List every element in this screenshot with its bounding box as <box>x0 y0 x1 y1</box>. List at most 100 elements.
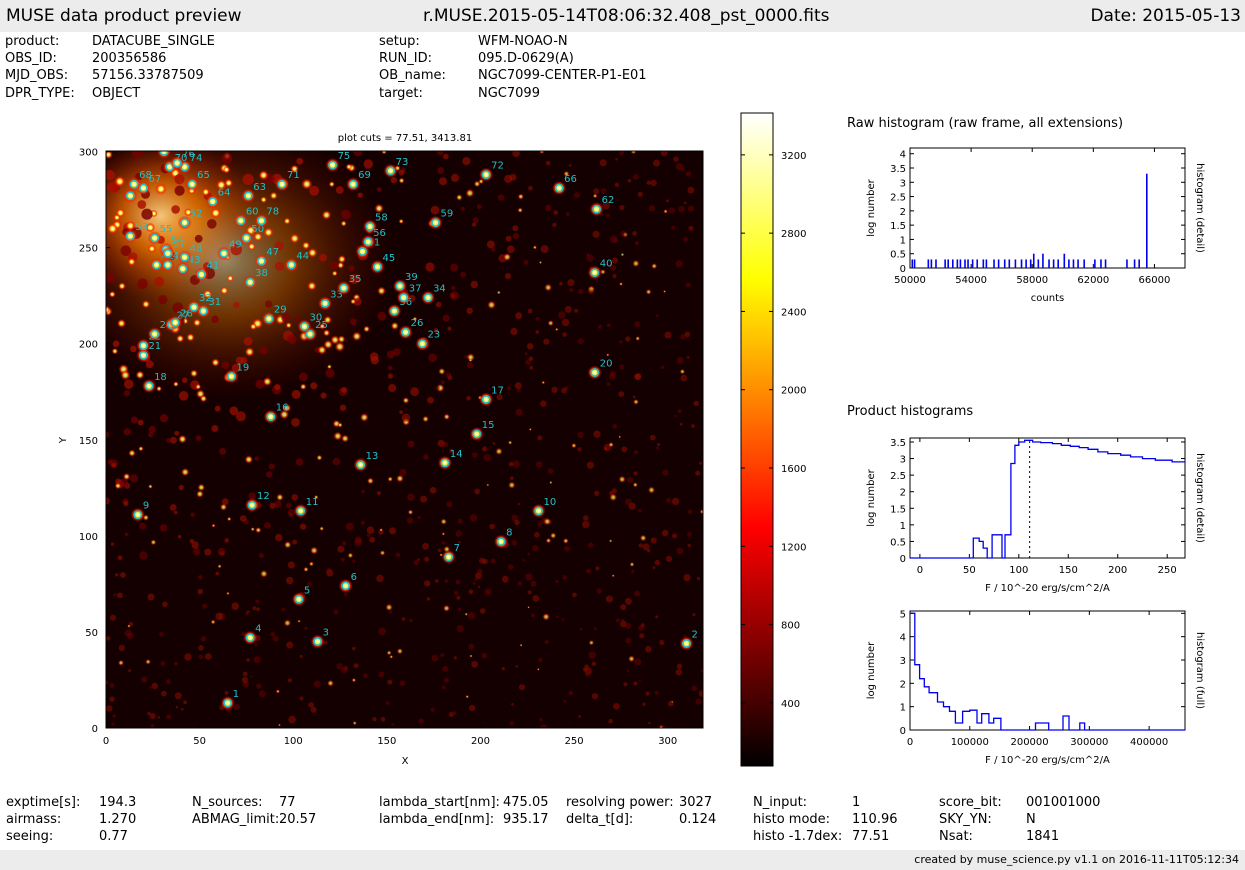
background-star <box>680 374 688 382</box>
background-star <box>594 627 597 630</box>
background-star <box>118 644 126 652</box>
background-star <box>354 538 363 547</box>
right-axis-label: histogram (full) <box>1194 632 1205 709</box>
colorbar-tick-label: 400 <box>781 699 800 710</box>
source-label: 20 <box>600 359 613 370</box>
background-star <box>319 526 324 531</box>
background-star <box>443 604 450 612</box>
y-tick-label: 2 <box>900 488 906 499</box>
background-star <box>472 452 478 458</box>
background-star <box>195 383 202 390</box>
background-star <box>634 241 640 246</box>
background-star <box>452 711 457 715</box>
background-star <box>106 169 115 181</box>
background-star <box>566 212 570 216</box>
y-tick-label: 50 <box>85 628 98 639</box>
background-star <box>274 500 282 509</box>
background-star <box>396 474 404 483</box>
background-star <box>377 311 387 321</box>
background-star <box>292 539 298 545</box>
source-marker <box>341 581 351 591</box>
background-star <box>214 405 221 412</box>
background-star <box>392 348 401 357</box>
background-star <box>627 178 632 183</box>
background-star <box>181 468 190 477</box>
background-star <box>265 300 273 308</box>
background-star <box>655 615 659 619</box>
stat-key: resolving power: <box>566 795 674 810</box>
source-label: 13 <box>366 451 379 462</box>
background-star <box>517 193 524 200</box>
background-star <box>642 543 650 551</box>
background-star <box>407 440 415 448</box>
source-marker <box>481 170 491 180</box>
background-star <box>623 682 628 687</box>
background-star <box>172 302 184 314</box>
source-glow <box>353 457 368 472</box>
background-star <box>217 547 226 556</box>
background-star <box>588 542 594 548</box>
y-axis-label: log number <box>866 468 877 526</box>
background-star <box>501 575 509 583</box>
background-star <box>289 233 300 244</box>
source-marker <box>363 237 373 247</box>
background-star <box>275 689 280 694</box>
meta-value: OBJECT <box>92 86 141 101</box>
source-glow <box>142 378 157 393</box>
source-marker <box>152 260 161 270</box>
background-star <box>272 635 279 642</box>
source-label: 27 <box>177 311 190 322</box>
background-star <box>655 314 659 317</box>
background-star <box>155 183 167 195</box>
meta-value: DATACUBE_SINGLE <box>92 34 215 49</box>
background-star <box>635 373 642 380</box>
background-star <box>231 602 239 610</box>
source-marker <box>277 179 287 189</box>
background-star <box>336 663 343 670</box>
colorbar-tick-label: 2000 <box>781 386 806 397</box>
background-star <box>422 542 429 550</box>
background-star <box>137 278 148 290</box>
x-tick-label: 66000 <box>1139 275 1171 286</box>
background-star <box>465 695 469 699</box>
meta-value: 095.D-0629(A) <box>478 51 574 66</box>
background-star <box>379 528 383 532</box>
background-star <box>633 174 639 180</box>
background-star <box>255 599 260 604</box>
x-axis-label: F / 10^-20 erg/s/cm^2/A <box>985 583 1110 594</box>
background-star <box>638 543 643 548</box>
background-star <box>233 301 240 309</box>
background-star <box>395 552 401 558</box>
background-star <box>254 643 258 647</box>
background-star <box>352 559 356 563</box>
background-star <box>483 454 491 462</box>
background-star <box>444 579 449 583</box>
source-glow <box>398 325 413 340</box>
background-star <box>290 164 299 174</box>
background-star <box>588 640 595 646</box>
source-glow <box>123 188 138 203</box>
background-star <box>535 330 539 334</box>
background-star <box>130 416 138 424</box>
background-star <box>569 287 574 293</box>
background-star <box>363 673 368 679</box>
background-star <box>609 264 617 271</box>
background-star <box>330 335 340 345</box>
background-star <box>425 262 435 272</box>
source-marker <box>389 306 399 316</box>
background-star <box>571 443 577 449</box>
background-star <box>587 285 595 293</box>
source-glow <box>275 177 290 192</box>
background-star <box>253 656 261 664</box>
background-star <box>106 705 113 712</box>
background-star <box>417 515 421 520</box>
source-marker <box>356 460 366 470</box>
background-star <box>345 522 354 531</box>
image-y-label: Y <box>58 436 69 444</box>
background-star <box>390 176 397 184</box>
background-star <box>377 286 386 296</box>
background-star <box>535 316 540 321</box>
source-label: 9 <box>143 501 149 512</box>
background-star <box>361 489 365 494</box>
background-star <box>366 526 375 534</box>
